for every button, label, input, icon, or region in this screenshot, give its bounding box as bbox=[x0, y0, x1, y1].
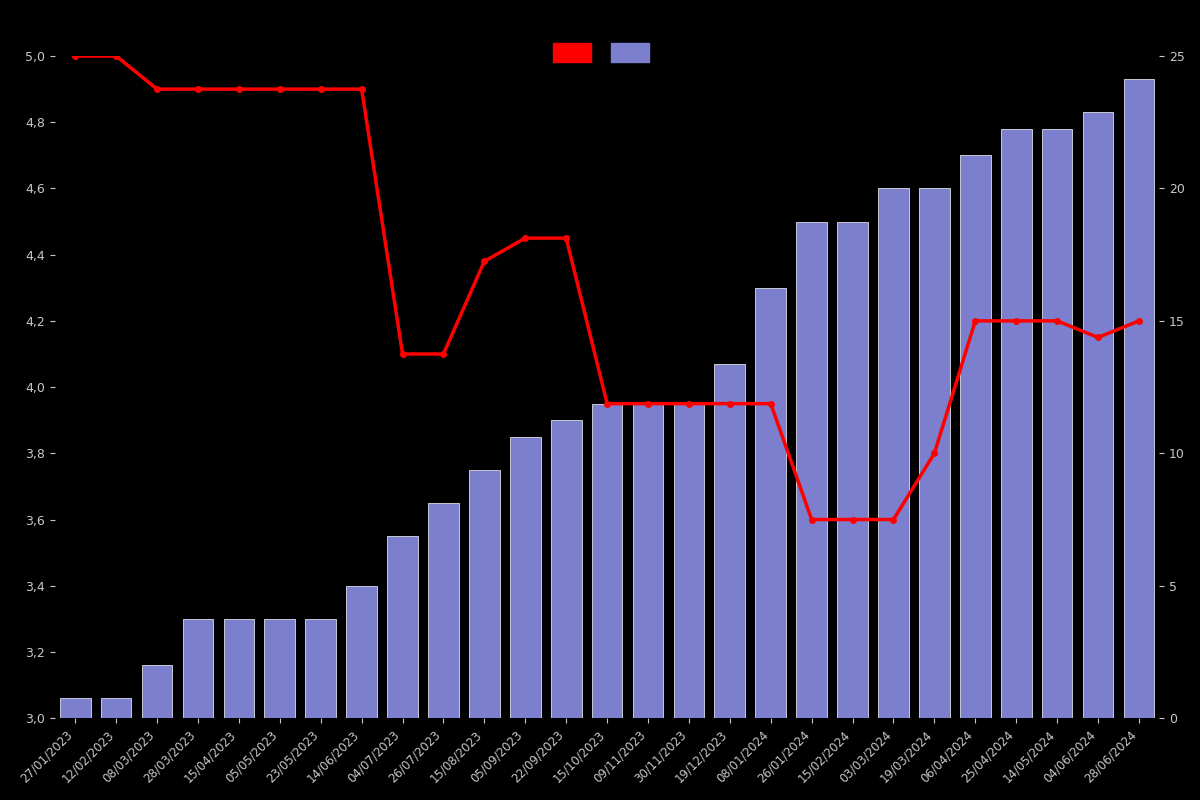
Bar bbox=[592, 404, 623, 718]
Bar bbox=[60, 698, 90, 718]
Bar bbox=[510, 437, 541, 718]
Bar bbox=[878, 189, 908, 718]
Bar bbox=[388, 536, 418, 718]
Bar bbox=[838, 222, 868, 718]
Bar bbox=[1123, 79, 1154, 718]
Bar bbox=[264, 619, 295, 718]
Bar bbox=[1082, 112, 1114, 718]
Bar bbox=[223, 619, 254, 718]
Bar bbox=[960, 155, 991, 718]
Bar bbox=[1042, 129, 1073, 718]
Bar bbox=[551, 420, 582, 718]
Bar bbox=[756, 288, 786, 718]
Bar bbox=[1001, 129, 1032, 718]
Bar bbox=[347, 586, 377, 718]
Bar bbox=[919, 189, 949, 718]
Bar bbox=[101, 698, 132, 718]
Bar bbox=[428, 503, 458, 718]
Bar bbox=[469, 470, 499, 718]
Bar bbox=[714, 364, 745, 718]
Bar bbox=[632, 404, 664, 718]
Bar bbox=[182, 619, 214, 718]
Bar bbox=[305, 619, 336, 718]
Bar bbox=[673, 404, 704, 718]
Legend: , : , bbox=[547, 37, 667, 68]
Bar bbox=[142, 666, 173, 718]
Bar bbox=[797, 222, 827, 718]
